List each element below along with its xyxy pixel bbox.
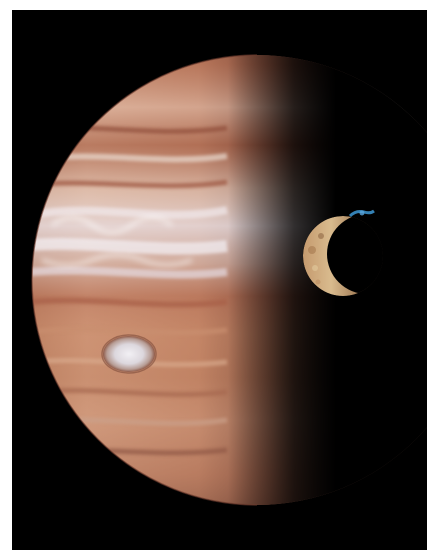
space-background bbox=[12, 10, 427, 550]
io-volcano-plume bbox=[348, 209, 375, 218]
jupiter-io-photo bbox=[31, 54, 427, 506]
io-moon bbox=[303, 209, 383, 296]
